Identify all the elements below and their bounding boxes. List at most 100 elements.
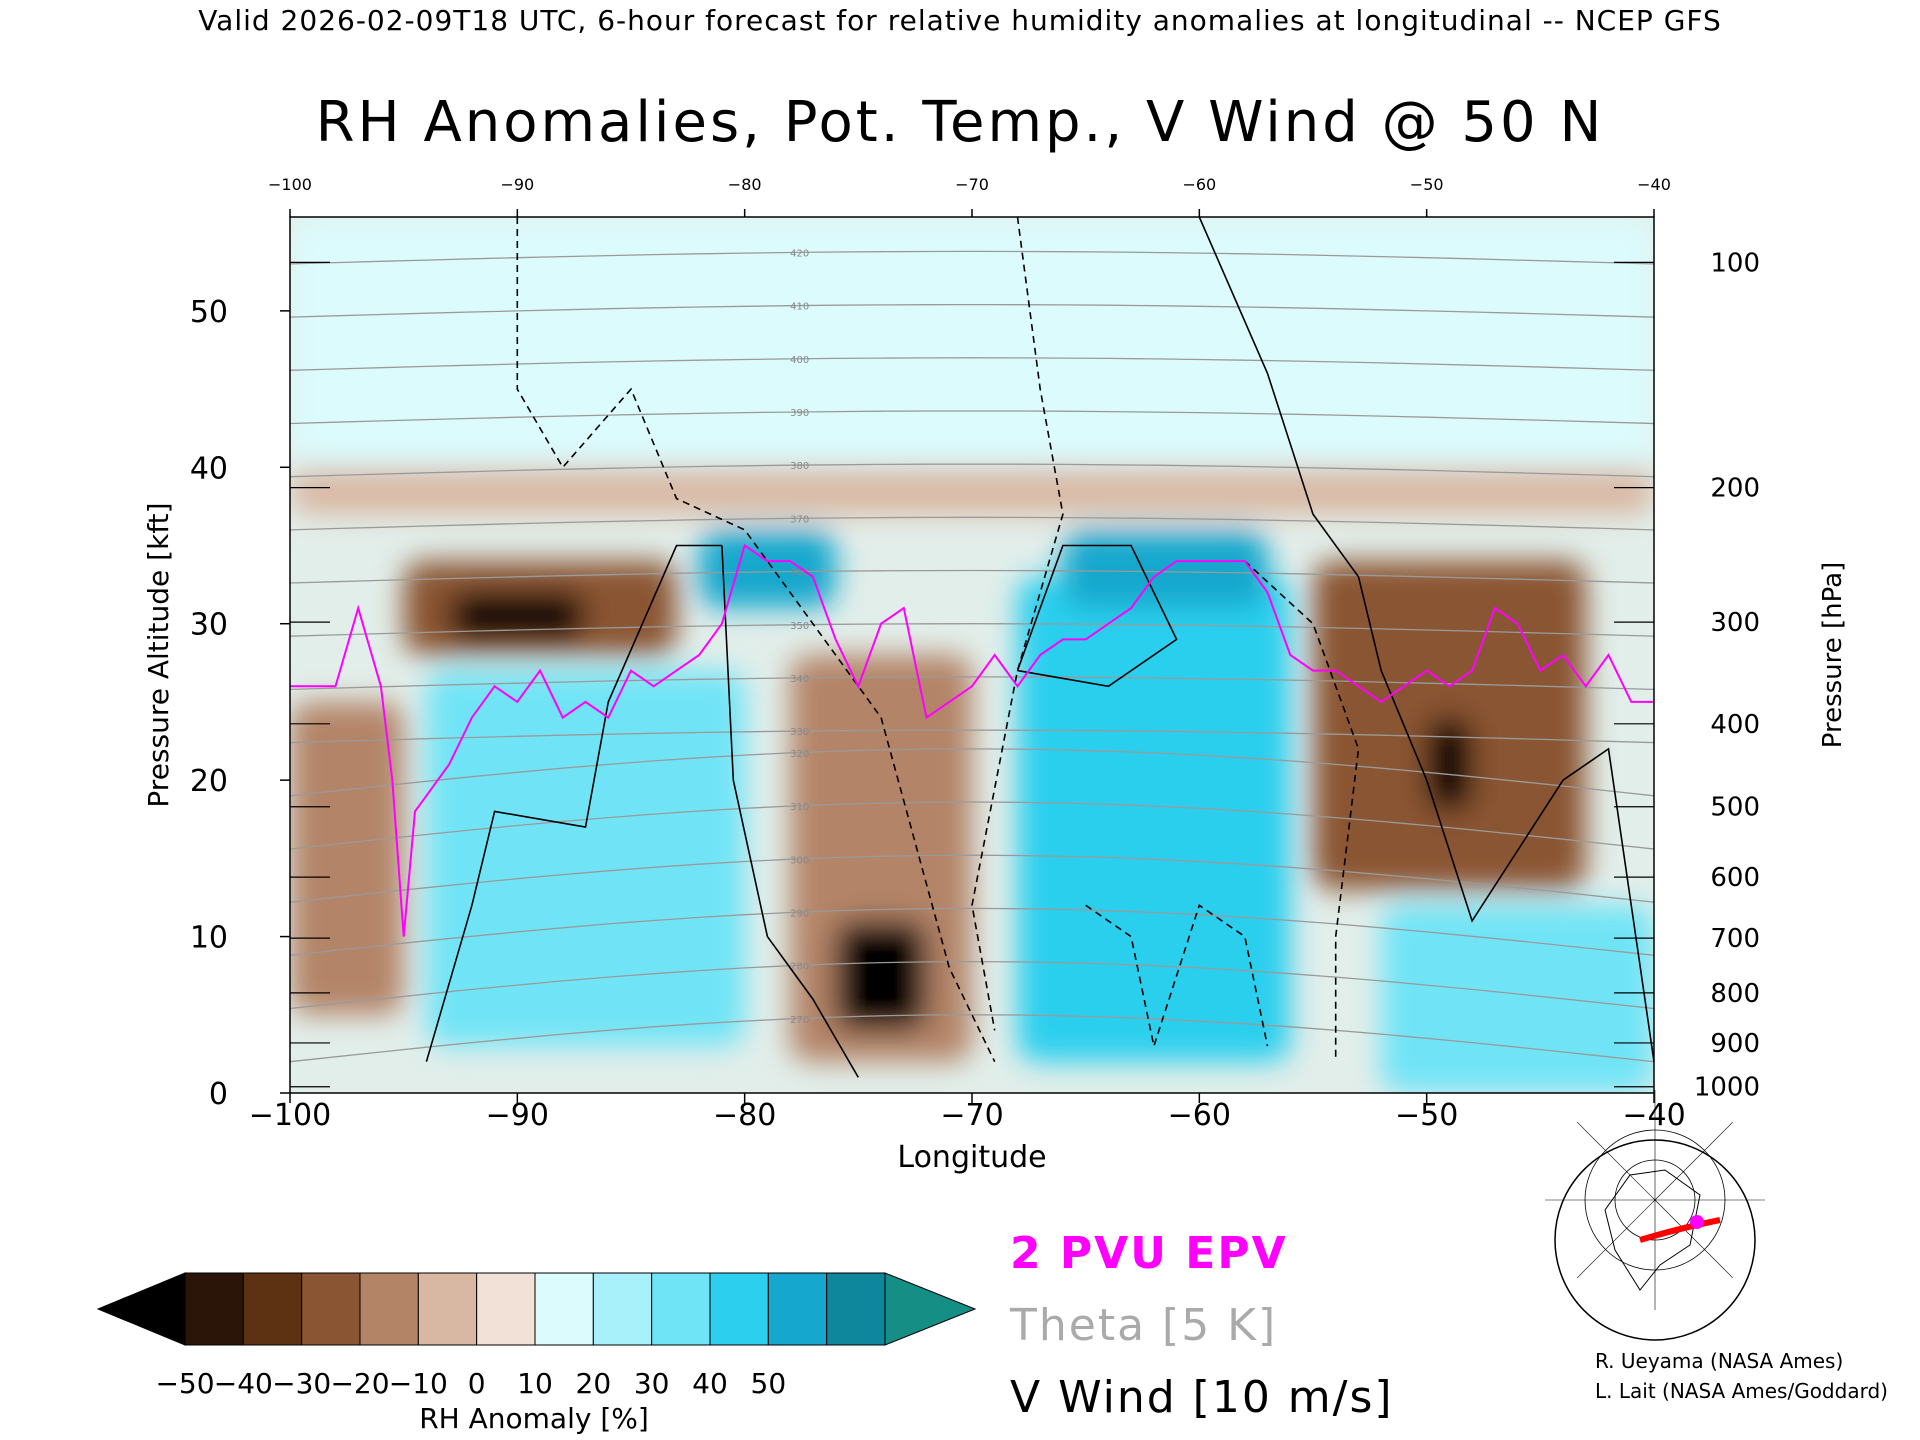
theta-contour-label: 410 [790, 302, 809, 313]
colorbar-segment [476, 1272, 536, 1346]
y-tick-label: 50 [190, 295, 228, 330]
vwind-contour-positive [425, 544, 722, 1062]
theta-contour [290, 960, 1654, 1010]
theta-contour [290, 303, 1654, 318]
theta-contour-label: 360 [790, 568, 809, 579]
colorbar-segment [826, 1272, 886, 1346]
x-tick-label: −50 [1395, 1098, 1458, 1133]
theta-contour [290, 569, 1654, 584]
colorbar-segment [359, 1272, 419, 1346]
credits: R. Ueyama (NASA Ames) L. Lait (NASA Ames… [1595, 1346, 1888, 1406]
colorbar-segment [184, 1272, 244, 1346]
theta-contour-label: 320 [790, 749, 809, 760]
credit-line-2: L. Lait (NASA Ames/Goddard) [1595, 1379, 1888, 1403]
top-tick-label: −90 [500, 175, 534, 194]
theta-contour-label: 330 [790, 727, 809, 738]
rh-region [1017, 576, 1291, 1062]
map-track [1639, 1217, 1721, 1243]
rh-region [426, 670, 745, 1047]
y-tick-label: 20 [190, 764, 228, 799]
chart-title: RH Anomalies, Pot. Temp., V Wind @ 50 N [315, 90, 1605, 155]
axes: −100 −100 −90 −90 −80 −80 −70 −70 −60 −60 −50 −50 −4… [190, 175, 1760, 1133]
y-tick-label: 10 [190, 921, 228, 956]
colorbar-tick-label: −40 [214, 1367, 273, 1400]
colorbar-segment [417, 1272, 478, 1346]
top-tick-label: −80 [728, 175, 762, 194]
vwind-contour-negative [1085, 904, 1269, 1050]
theta-contour [290, 623, 1654, 637]
map-marker [1690, 1215, 1704, 1229]
map-meridian [1654, 1199, 1733, 1278]
legend-epv: 2 PVU EPV [1010, 1228, 1288, 1279]
theta-contour-label: 390 [790, 408, 809, 419]
top-tick-label: −50 [1410, 175, 1444, 194]
legend-theta: Theta [5 K] [1010, 1300, 1278, 1351]
rh-anomaly-field [290, 217, 1654, 1093]
pressure-tick-label: 800 [1710, 979, 1760, 1009]
epv-line-path [290, 543, 1654, 937]
colorbar-tick-label: 10 [517, 1367, 553, 1400]
pressure-tick-label: 700 [1710, 924, 1760, 954]
vwind-contour-positive [721, 545, 859, 1078]
x-tick-label: −70 [940, 1098, 1003, 1133]
colorbar-segment [651, 1272, 711, 1346]
rh-region [1381, 905, 1654, 1093]
x-tick-label: −40 [1622, 1098, 1685, 1133]
x-tick-label: −100 [249, 1098, 331, 1133]
y-axis-left-label: Pressure Altitude [kft] [142, 502, 175, 807]
pressure-tick-label: 600 [1710, 863, 1760, 893]
colorbar-high-extend [884, 1272, 977, 1346]
rh-region [290, 701, 404, 1015]
pressure-tick-label: 400 [1710, 710, 1760, 740]
x-tick-label: −60 [1168, 1098, 1231, 1133]
theta-contour-label: 300 [790, 855, 809, 866]
vwind-contour-positive [1016, 544, 1178, 688]
theta-contour-label: 310 [790, 802, 809, 813]
colorbar-segment [767, 1272, 828, 1346]
y-tick-label: 40 [190, 451, 228, 486]
theta-contour [290, 1014, 1654, 1063]
vwind-contour-negative [971, 217, 1064, 1031]
colorbar-segment [242, 1272, 303, 1346]
top-tick-label: −40 [1637, 175, 1671, 194]
theta-contour-label: 290 [790, 908, 809, 919]
theta-contour [290, 516, 1654, 531]
vwind-contour-negative [516, 217, 996, 1063]
theta-contour [290, 748, 1654, 797]
theta-contour-label: 340 [790, 674, 809, 685]
colorbar-tick-label: −30 [272, 1367, 331, 1400]
pressure-tick-label: 300 [1710, 608, 1760, 638]
theta-contour-label: 380 [790, 461, 809, 472]
valid-time-header: Valid 2026-02-09T18 UTC, 6-hour forecast… [198, 4, 1722, 37]
credit-line-1: R. Ueyama (NASA Ames) [1595, 1349, 1844, 1373]
colorbar-segment [301, 1272, 361, 1346]
colorbar-segment [709, 1272, 769, 1346]
rh-anomaly-blobs [290, 217, 1654, 1093]
colorbar-tick-label: −10 [389, 1367, 448, 1400]
epv-2pvu-line [290, 543, 1654, 937]
theta-contour [290, 907, 1654, 956]
colorbar-segment [592, 1272, 653, 1346]
theta-contours: 270 280 290 300 310 320 330 340 350 360 370 380 390 4… [290, 248, 1654, 1063]
y-tick-label: 30 [190, 608, 228, 643]
colorbar-low-extend [96, 1272, 186, 1346]
rh-region [290, 467, 1654, 515]
colorbar-segment [534, 1272, 594, 1346]
theta-contour-label: 400 [790, 355, 809, 366]
colorbar-tick-label: 0 [468, 1367, 486, 1400]
vwind-contour-negative [1244, 560, 1360, 1062]
pressure-tick-label: 900 [1710, 1029, 1760, 1059]
top-tick-label: −70 [955, 175, 989, 194]
y-axis-right-label: Pressure [hPa] [1818, 562, 1848, 749]
y-tick-label: 0 [209, 1077, 228, 1112]
rh-region [449, 592, 586, 640]
rh-region [290, 217, 1654, 468]
polar-map-icon [1545, 1090, 1765, 1341]
rh-region [699, 529, 836, 609]
legend-vwind: V Wind [10 m/s] [1010, 1372, 1394, 1423]
rh-region [835, 920, 927, 1031]
theta-contour [290, 463, 1654, 478]
theta-contour [290, 676, 1654, 691]
top-tick-label: −100 [268, 175, 312, 194]
x-axis-label: Longitude [897, 1140, 1046, 1175]
